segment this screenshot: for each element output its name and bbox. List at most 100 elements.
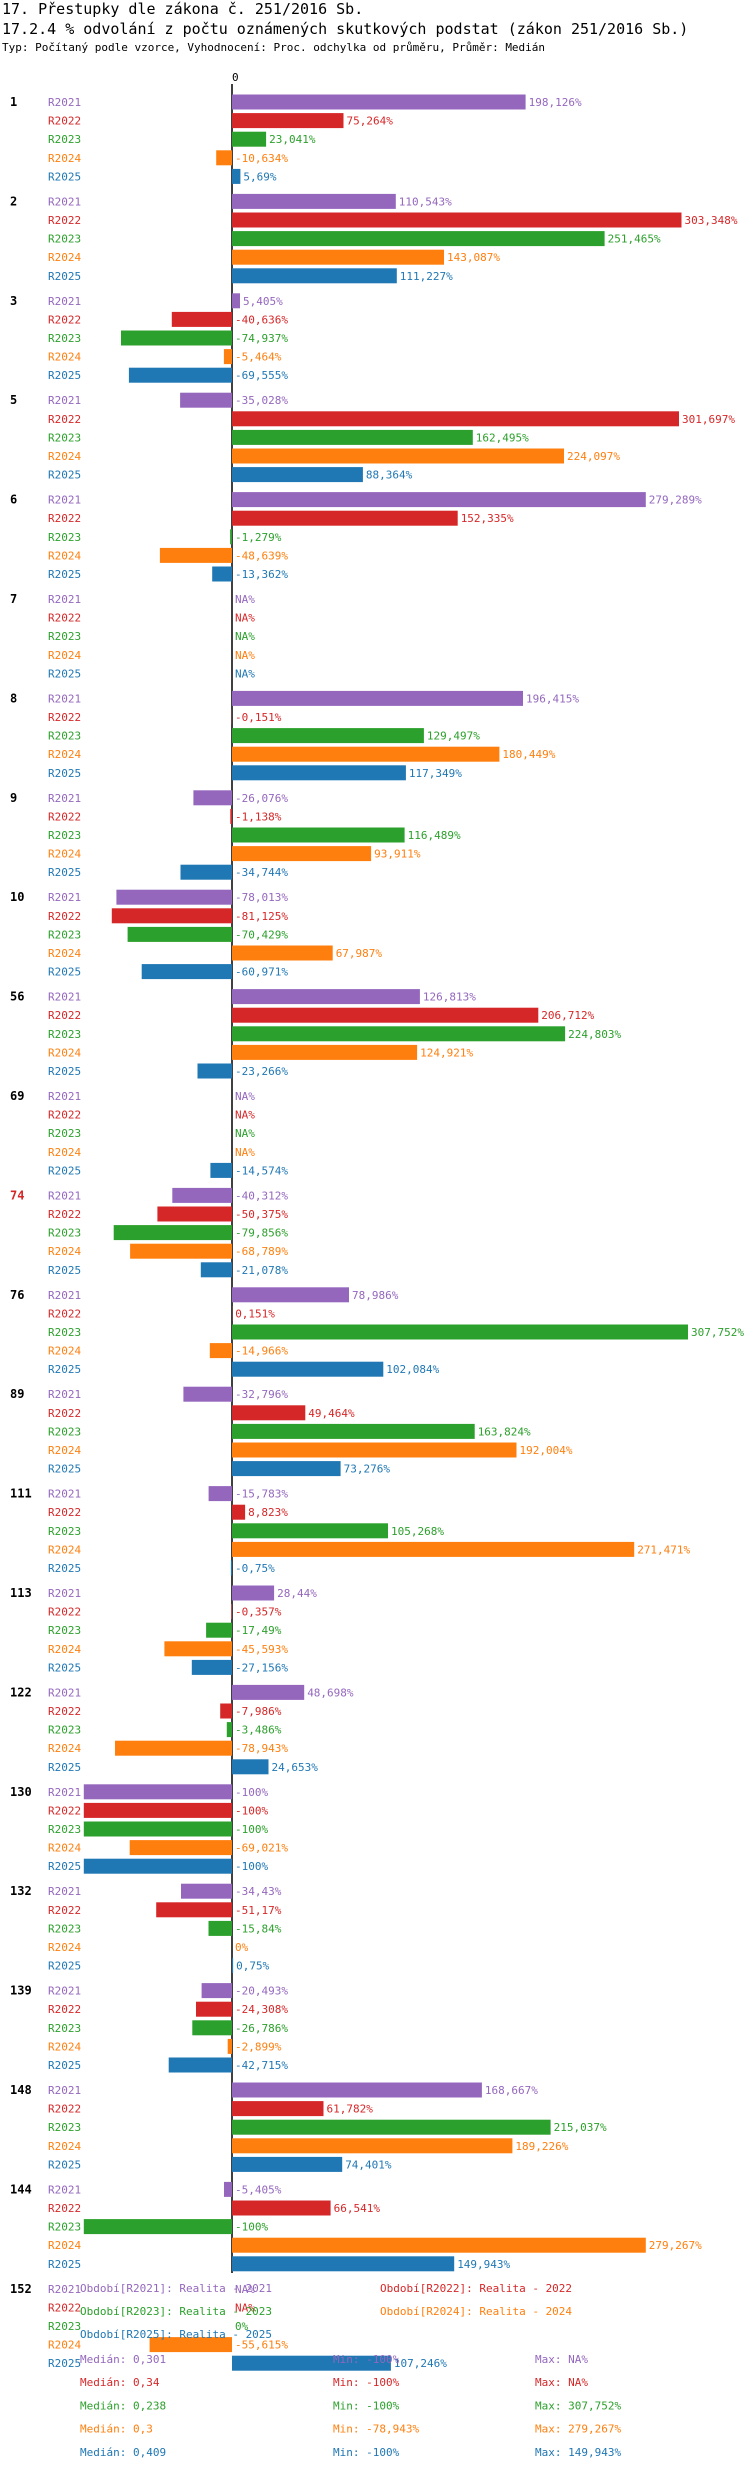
- data-label: 224,803%: [568, 1028, 621, 1041]
- data-label: 189,226%: [515, 2140, 568, 2153]
- series-label-R2023: R2023: [48, 1227, 81, 1240]
- bar-group-139: 139 R2021 -20,493% R2022 -24,308% R2023 -26,78…: [10, 1983, 288, 2073]
- bar-76-R2024: [209, 1343, 232, 1359]
- data-label: -27,156%: [235, 1661, 288, 1674]
- bar-10-R2022: [111, 908, 232, 924]
- data-label: 0%: [235, 2320, 249, 2333]
- series-label-R2022: R2022: [48, 910, 81, 923]
- data-label: 0,75%: [236, 1960, 269, 1973]
- data-label: 61,782%: [327, 2103, 374, 2116]
- series-label-R2022: R2022: [48, 115, 81, 128]
- bar-113-R2025: [191, 1659, 232, 1675]
- bar-139-R2021: [201, 1983, 232, 1999]
- series-label-R2022: R2022: [48, 711, 81, 724]
- stat-min-R2021: Min: -100%: [333, 2353, 400, 2366]
- bar-76-R2023: [232, 1324, 688, 1340]
- data-label: 152,335%: [461, 512, 514, 525]
- series-label-R2025: R2025: [48, 170, 81, 183]
- series-label-R2021: R2021: [48, 593, 81, 606]
- series-label-R2022: R2022: [48, 1307, 81, 1320]
- data-label: 110,543%: [399, 195, 452, 208]
- bar-111-R2023: [232, 1523, 388, 1539]
- bar-56-R2025: [197, 1063, 232, 1079]
- data-label: -69,555%: [235, 369, 288, 382]
- data-label: -21,078%: [235, 1264, 288, 1277]
- bar-76-R2025: [232, 1361, 384, 1377]
- data-label: -100%: [235, 1823, 268, 1836]
- series-label-R2023: R2023: [48, 928, 81, 941]
- data-label: -1,279%: [235, 531, 282, 544]
- bar-9-R2021: [193, 790, 232, 806]
- data-label: -42,715%: [235, 2059, 288, 2072]
- bar-group-130: 130 R2021 -100% R2022 -100% R2023 -100% R2024 -6…: [10, 1784, 288, 1874]
- data-label: 301,697%: [682, 413, 735, 426]
- data-label: -26,076%: [235, 792, 288, 805]
- bar-113-R2022: [231, 1604, 232, 1620]
- series-label-R2021: R2021: [48, 1686, 81, 1699]
- bar-9-R2025: [180, 864, 232, 880]
- stat-median-R2024: Medián: 0,3: [80, 2423, 153, 2436]
- zero-tick-label: 0: [232, 71, 239, 84]
- data-label: -81,125%: [235, 910, 288, 923]
- bar-139-R2023: [192, 2020, 232, 2036]
- bar-130-R2025: [83, 1858, 232, 1874]
- series-label-R2021: R2021: [48, 1885, 81, 1898]
- bar-3-R2025: [128, 367, 232, 383]
- data-label: 117,349%: [409, 767, 462, 780]
- chart-subtitle: 17.2.4 % odvolání z počtu oznámených sku…: [2, 20, 688, 38]
- bar-group-76: 76 R2021 78,986% R2022 0,151% R2023 307,752% R2…: [10, 1287, 744, 1377]
- data-label: 66,541%: [334, 2202, 381, 2215]
- bar-139-R2024: [227, 2038, 232, 2054]
- series-label-R2024: R2024: [48, 1742, 81, 1755]
- data-label: 163,824%: [478, 1425, 531, 1438]
- group-label: 10: [10, 890, 24, 904]
- series-label-R2023: R2023: [48, 829, 81, 842]
- bar-9-R2022: [230, 808, 232, 824]
- series-label-R2022: R2022: [48, 313, 81, 326]
- stat-median-R2021: Medián: 0,301: [80, 2353, 166, 2366]
- series-label-R2021: R2021: [48, 991, 81, 1004]
- series-label-R2023: R2023: [48, 2022, 81, 2035]
- data-label: -68,789%: [235, 1245, 288, 1258]
- group-label: 69: [10, 1089, 24, 1103]
- data-label: NA%: [235, 2301, 255, 2314]
- bar-113-R2023: [206, 1622, 232, 1638]
- series-label-R2022: R2022: [48, 1407, 81, 1420]
- bar-74-R2025: [200, 1262, 232, 1278]
- bar-144-R2021: [224, 2181, 232, 2197]
- series-label-R2024: R2024: [48, 351, 81, 364]
- series-label-R2024: R2024: [48, 549, 81, 562]
- series-label-R2022: R2022: [48, 1506, 81, 1519]
- legend-entry-R2022: Období[R2022]: Realita - 2022: [380, 2282, 572, 2295]
- bar-130-R2023: [83, 1821, 232, 1837]
- data-label: 0,151%: [235, 1307, 275, 1320]
- stat-min-R2023: Min: -100%: [333, 2399, 400, 2412]
- series-label-R2025: R2025: [48, 1463, 81, 1476]
- bar-144-R2024: [232, 2237, 646, 2253]
- data-label: 198,126%: [529, 96, 582, 109]
- series-label-R2023: R2023: [48, 1425, 81, 1438]
- data-label: 307,752%: [691, 1326, 744, 1339]
- bar-148-R2022: [232, 2101, 324, 2117]
- bar-10-R2021: [116, 889, 232, 905]
- series-label-R2021: R2021: [48, 96, 81, 109]
- bar-139-R2025: [168, 2057, 232, 2073]
- series-label-R2021: R2021: [48, 692, 81, 705]
- series-label-R2025: R2025: [48, 1363, 81, 1376]
- series-label-R2022: R2022: [48, 2003, 81, 2016]
- series-label-R2021: R2021: [48, 2283, 81, 2296]
- data-label: NA%: [235, 630, 255, 643]
- group-label: 74: [10, 1188, 24, 1202]
- bar-1-R2025: [232, 168, 241, 184]
- data-label: 102,084%: [386, 1363, 439, 1376]
- bar-152-R2025: [232, 2355, 391, 2371]
- data-label: 93,911%: [374, 848, 421, 861]
- group-label: 144: [10, 2182, 32, 2196]
- group-label: 130: [10, 1785, 32, 1799]
- data-label: 116,489%: [408, 829, 461, 842]
- stat-median-R2022: Medián: 0,34: [80, 2376, 160, 2389]
- bar-group-2: 2 R2021 110,543% R2022 303,348% R2023 251,465%…: [10, 193, 738, 284]
- series-label-R2021: R2021: [48, 1090, 81, 1103]
- series-label-R2023: R2023: [48, 1326, 81, 1339]
- data-label: -0,151%: [235, 711, 282, 724]
